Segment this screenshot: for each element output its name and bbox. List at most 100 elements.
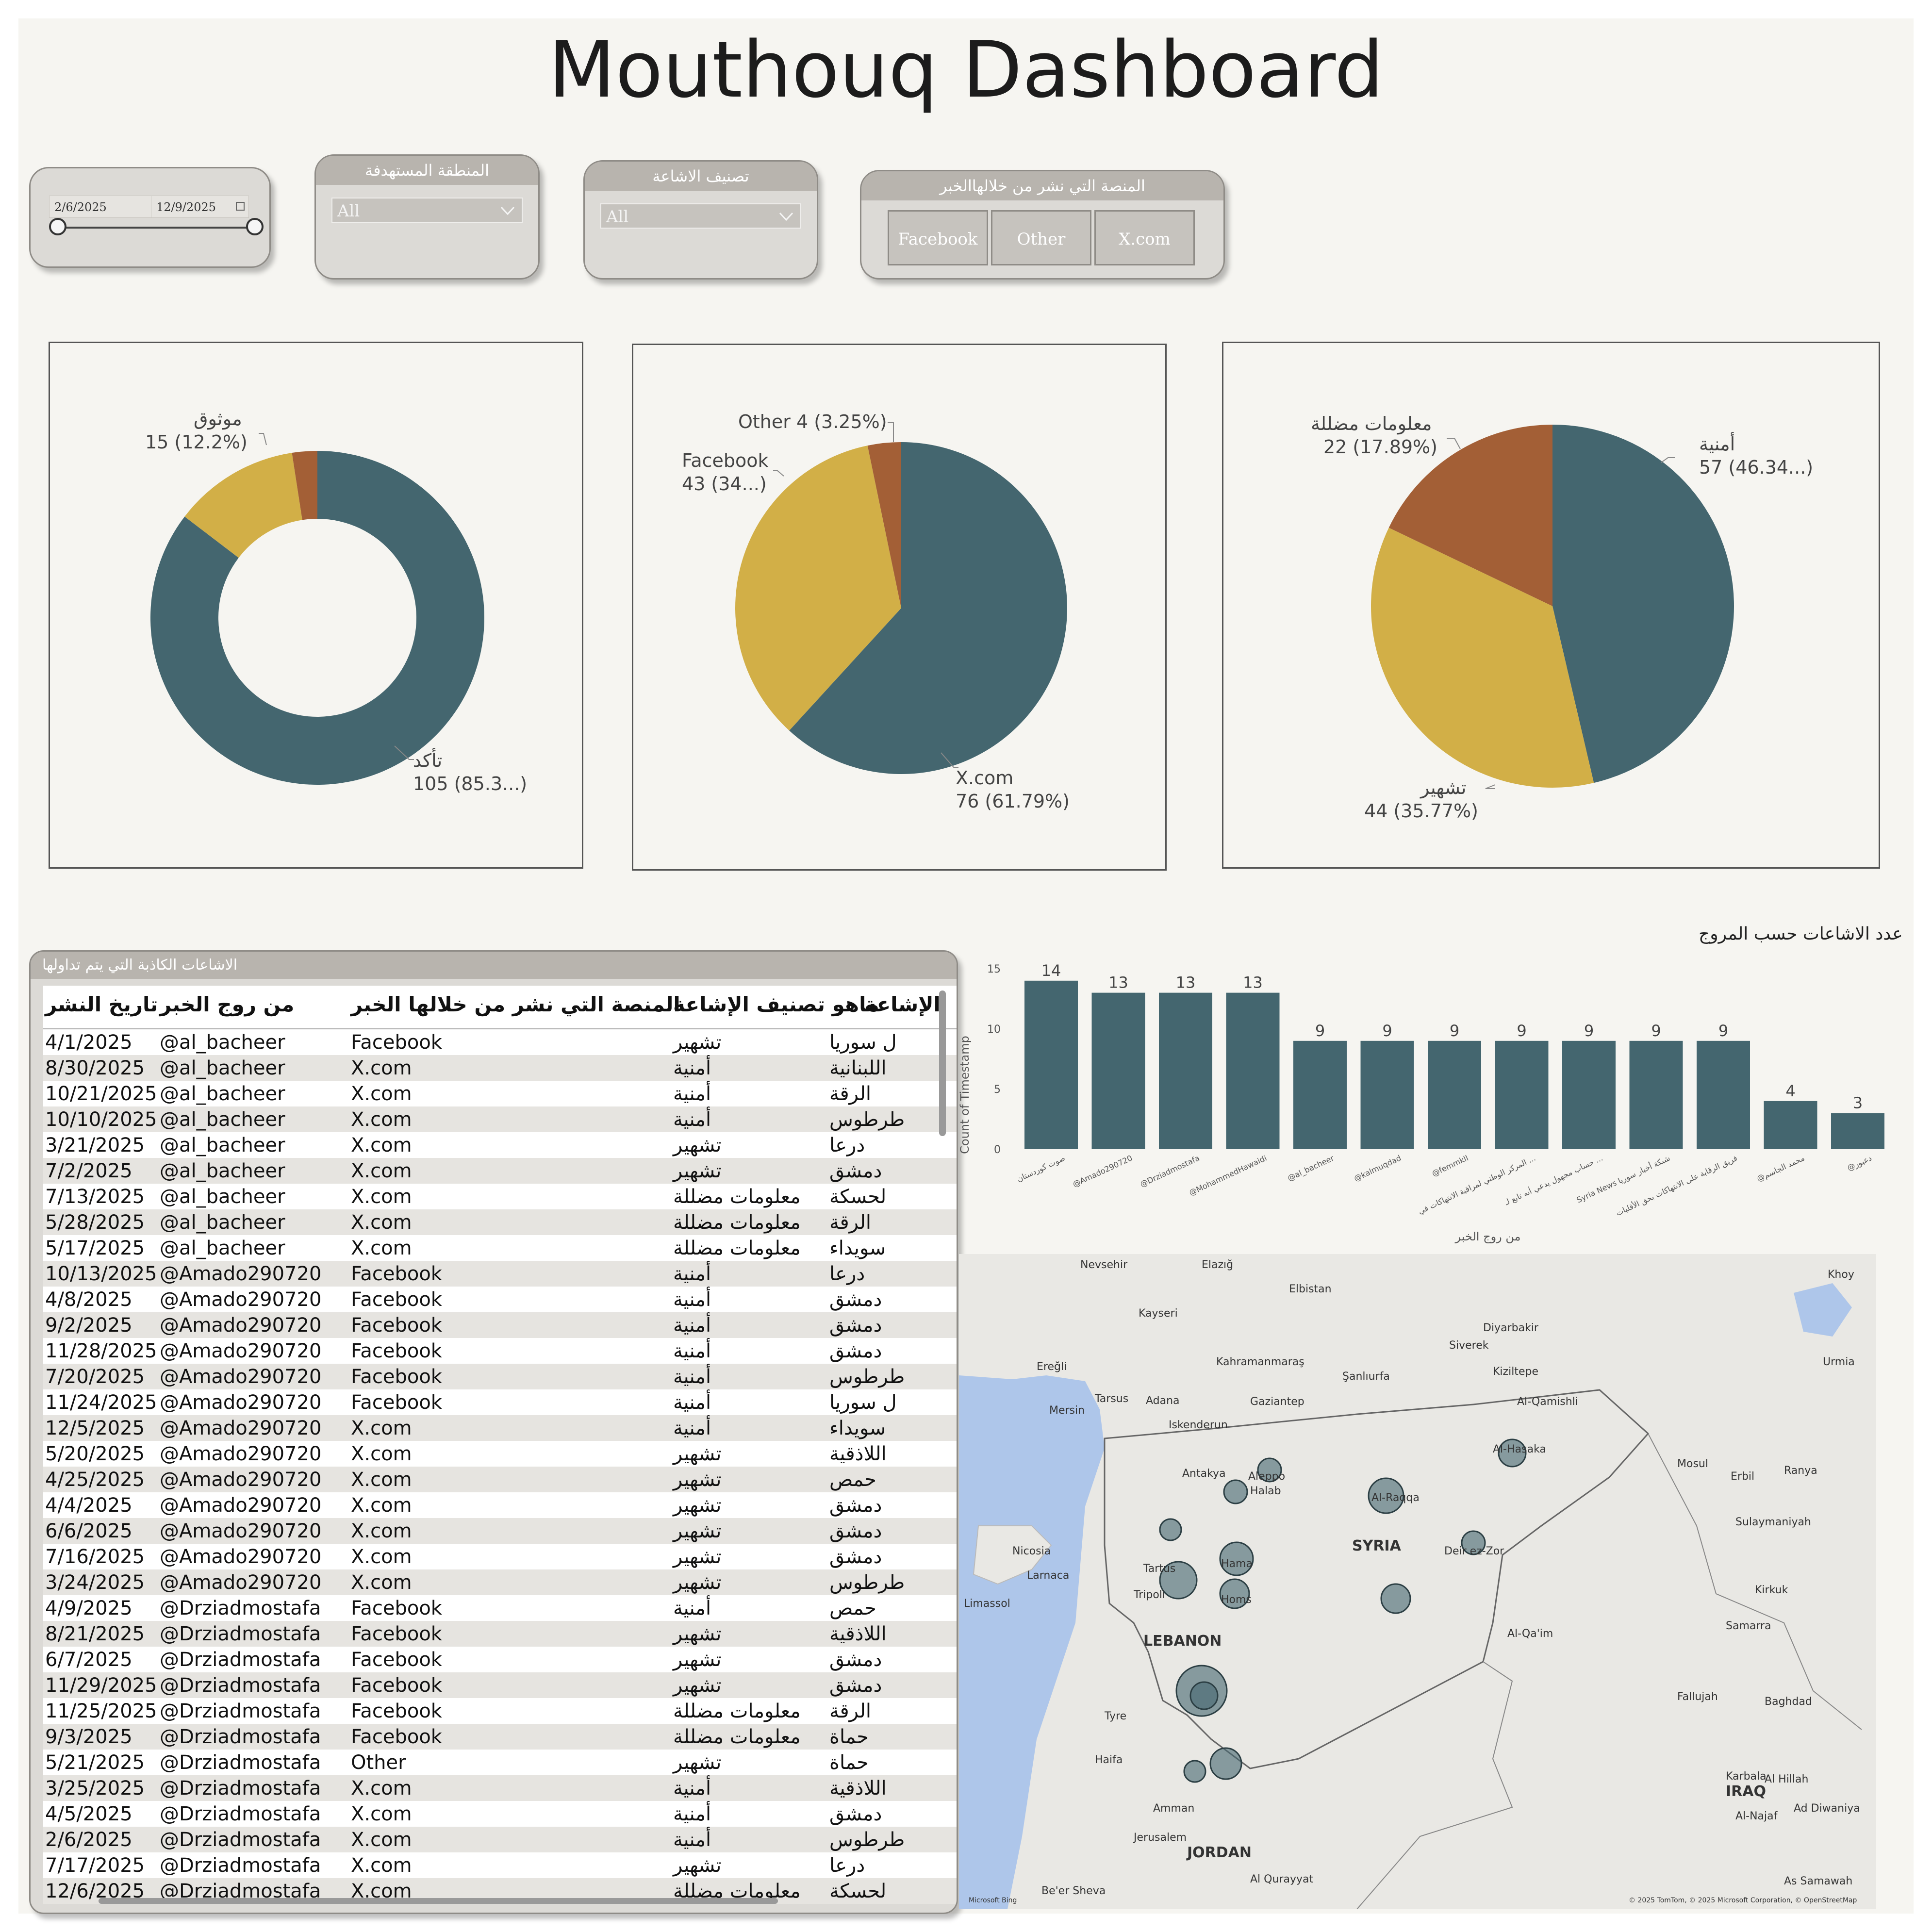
region-dropdown[interactable]: All xyxy=(331,198,523,223)
map-bubble[interactable] xyxy=(1257,1457,1282,1483)
bar[interactable] xyxy=(1293,1040,1347,1149)
table-row[interactable]: 10/21/2025 @al_bacheer X.com أمنية الرقة xyxy=(43,1081,957,1106)
map-bubble[interactable] xyxy=(1159,1561,1198,1600)
bar[interactable] xyxy=(1629,1040,1683,1149)
pie-slice[interactable] xyxy=(1371,528,1594,788)
map-bubble[interactable] xyxy=(1368,1477,1404,1514)
table-row[interactable]: 10/13/2025 @Amado290720 Facebook أمنية درعا xyxy=(43,1261,957,1287)
map-label: Şanlıurfa xyxy=(1342,1371,1390,1383)
leader-line xyxy=(394,745,414,760)
map-bubble[interactable] xyxy=(1189,1681,1219,1710)
map-bubble[interactable] xyxy=(1219,1541,1254,1576)
table-row[interactable]: 4/9/2025 @Drziadmostafa Facebook أمنية حمص xyxy=(43,1595,957,1621)
table-row[interactable]: 3/25/2025 @Drziadmostafa X.com أمنية اللاذقي… xyxy=(43,1775,957,1801)
table-row[interactable]: 11/28/2025 @Amado290720 Facebook أمنية دمشق xyxy=(43,1338,957,1364)
table-row[interactable]: 11/29/2025 @Drziadmostafa Facebook تشهير دمش… xyxy=(43,1672,957,1698)
table-row[interactable]: 4/5/2025 @Drziadmostafa X.com أمنية دمشق xyxy=(43,1801,957,1827)
map-bubble[interactable] xyxy=(1498,1438,1527,1468)
table-row[interactable]: 5/28/2025 @al_bacheer X.com معلومات مضللة ال… xyxy=(43,1209,957,1235)
table-row[interactable]: 8/30/2025 @al_bacheer X.com أمنية اللبنانية xyxy=(43,1055,957,1081)
table-header-row: تاريخ النشر من روج الخبر المنصة التي نشر… xyxy=(43,986,957,1030)
table-row[interactable]: 6/7/2025 @Drziadmostafa Facebook تشهير دمشق xyxy=(43,1647,957,1672)
bar[interactable] xyxy=(1697,1040,1750,1149)
table-cell: دمشق xyxy=(829,1314,882,1337)
table-row[interactable]: 3/21/2025 @al_bacheer X.com تشهير درعا xyxy=(43,1132,957,1158)
map-label: Larnaca xyxy=(1027,1569,1070,1582)
table-cell: @Drziadmostafa xyxy=(160,1674,321,1697)
table-cell: حمص xyxy=(829,1597,876,1619)
vertical-scrollbar[interactable] xyxy=(939,991,946,1136)
table-row[interactable]: 3/24/2025 @Amado290720 X.com تشهير طرطوس xyxy=(43,1569,957,1595)
table-row[interactable]: 4/1/2025 @al_bacheer Facebook تشهير ل سوريا xyxy=(43,1029,957,1055)
bar[interactable] xyxy=(1495,1040,1549,1149)
table-row[interactable]: 8/21/2025 @Drziadmostafa Facebook تشهير اللا… xyxy=(43,1621,957,1647)
table-row[interactable]: 7/2/2025 @al_bacheer X.com تشهير دمشق xyxy=(43,1158,957,1184)
column-header[interactable]: من روج الخبر xyxy=(160,992,295,1016)
table-row[interactable]: 4/4/2025 @Amado290720 X.com تشهير دمشق xyxy=(43,1492,957,1518)
syria-map[interactable]: Nevsehir Elazığ Khoy Kayseri Elbistan Di… xyxy=(959,1254,1876,1909)
table-cell: درعا xyxy=(829,1263,865,1285)
date-slider-track[interactable] xyxy=(60,227,249,229)
bar[interactable] xyxy=(1360,1040,1414,1149)
horizontal-scrollbar[interactable] xyxy=(99,1898,778,1904)
map-bubble[interactable] xyxy=(1461,1530,1486,1555)
pie-slice[interactable] xyxy=(1388,425,1552,606)
table-row[interactable]: 5/17/2025 @al_bacheer X.com معلومات مضللة سو… xyxy=(43,1235,957,1261)
pie-slice[interactable] xyxy=(184,453,302,558)
table-row[interactable]: 10/10/2025 @al_bacheer X.com أمنية طرطوس xyxy=(43,1106,957,1132)
bar[interactable] xyxy=(1226,992,1280,1149)
table-row[interactable]: 9/3/2025 @Drziadmostafa Facebook معلومات مض… xyxy=(43,1724,957,1750)
map-bubble[interactable] xyxy=(1219,1578,1250,1609)
pie-slice[interactable] xyxy=(867,442,901,608)
bar[interactable] xyxy=(1764,1101,1817,1149)
map-label: Haifa xyxy=(1095,1754,1123,1766)
table-row[interactable]: 12/5/2025 @Amado290720 X.com أمنية سويداء xyxy=(43,1415,957,1441)
table-row[interactable]: 6/6/2025 @Amado290720 X.com تشهير دمشق xyxy=(43,1518,957,1544)
bar[interactable] xyxy=(1091,992,1145,1149)
table-row[interactable]: 7/16/2025 @Amado290720 X.com تشهير دمشق xyxy=(43,1544,957,1569)
table-row[interactable]: 11/25/2025 @Drziadmostafa Facebook معلومات … xyxy=(43,1698,957,1724)
table-row[interactable]: 7/20/2025 @Amado290720 Facebook أمنية طرطوس xyxy=(43,1364,957,1389)
column-header[interactable]: المنصة التي نشر من خلالها الخبر xyxy=(351,992,680,1016)
platform-button-facebook[interactable]: Facebook xyxy=(888,210,988,265)
map-bubble[interactable] xyxy=(1223,1479,1248,1504)
pie-slice[interactable] xyxy=(789,442,1067,774)
column-header[interactable]: تاريخ النشر xyxy=(45,992,158,1016)
date-range-slicer[interactable]: 2/6/2025 12/9/2025 xyxy=(29,167,271,268)
pie-slice[interactable] xyxy=(150,451,485,785)
table-row[interactable]: 5/20/2025 @Amado290720 X.com تشهير اللاذقية xyxy=(43,1441,957,1467)
map-bubble[interactable] xyxy=(1209,1747,1242,1780)
pie-slice[interactable] xyxy=(735,446,901,731)
table-row[interactable]: 7/13/2025 @al_bacheer X.com معلومات مضللة لح… xyxy=(43,1184,957,1209)
bar[interactable] xyxy=(1831,1113,1884,1149)
bar[interactable] xyxy=(1159,992,1212,1149)
table-row[interactable]: 7/17/2025 @Drziadmostafa X.com تشهير درعا xyxy=(43,1852,957,1878)
table-row[interactable]: 2/6/2025 @Drziadmostafa X.com أمنية طرطوس xyxy=(43,1827,957,1852)
table-row[interactable]: 9/2/2025 @Amado290720 Facebook أمنية دمشق xyxy=(43,1312,957,1338)
map-bubble[interactable] xyxy=(1159,1518,1182,1541)
table-cell: 11/24/2025 xyxy=(45,1391,157,1414)
bar[interactable] xyxy=(1562,1040,1616,1149)
bar[interactable] xyxy=(1428,1040,1481,1149)
table-row[interactable]: 4/8/2025 @Amado290720 Facebook أمنية دمشق xyxy=(43,1287,957,1312)
column-header[interactable]: الإشاعة xyxy=(864,992,941,1016)
table-row[interactable]: 5/21/2025 @Drziadmostafa Other تشهير حماة xyxy=(43,1750,957,1775)
rumors-table[interactable]: تاريخ النشر من روج الخبر المنصة التي نشر… xyxy=(43,986,957,1907)
pie-slice[interactable] xyxy=(1552,425,1734,783)
data-label: 13 xyxy=(1176,974,1196,992)
end-date-input[interactable]: 12/9/2025 xyxy=(151,196,249,218)
table-row[interactable]: 4/25/2025 @Amado290720 X.com تشهير حمص xyxy=(43,1467,957,1492)
pie-slice[interactable] xyxy=(292,451,317,520)
calendar-icon[interactable] xyxy=(236,202,245,211)
bar[interactable] xyxy=(1024,980,1078,1149)
column-header[interactable]: ماهو تصنيف الإشاعة xyxy=(673,992,879,1016)
end-slider-handle[interactable] xyxy=(246,218,264,235)
start-slider-handle[interactable] xyxy=(49,218,66,235)
map-bubble[interactable] xyxy=(1380,1583,1411,1614)
category-dropdown[interactable]: All xyxy=(600,203,801,229)
map-bubble[interactable] xyxy=(1183,1760,1206,1783)
platform-button-xcom[interactable]: X.com xyxy=(1094,210,1195,265)
platform-button-other[interactable]: Other xyxy=(991,210,1091,265)
table-row[interactable]: 11/24/2025 @Amado290720 Facebook أمنية ل سور… xyxy=(43,1389,957,1415)
map-label: Hama xyxy=(1221,1558,1253,1570)
